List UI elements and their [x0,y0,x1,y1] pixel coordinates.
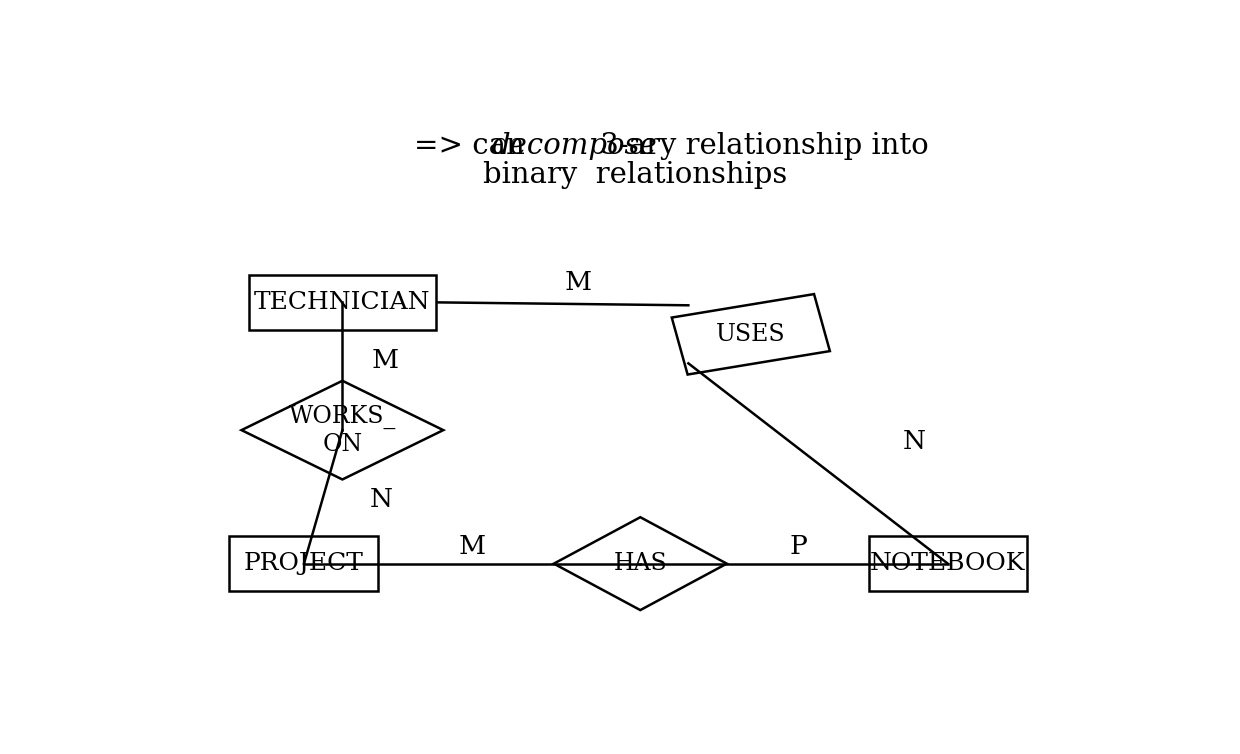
Text: N: N [903,429,926,454]
Text: decompose: decompose [492,132,657,160]
Text: TECHNICIAN: TECHNICIAN [254,291,430,314]
Text: binary  relationships: binary relationships [484,161,787,188]
Text: M: M [564,270,591,295]
Text: M: M [372,348,399,373]
Text: 3-ary relationship into: 3-ary relationship into [591,132,929,160]
Text: M: M [459,534,486,559]
Text: HAS: HAS [614,552,667,575]
Bar [249,274,436,330]
Text: WORKS_
ON: WORKS_ ON [289,405,396,455]
Text: P: P [790,534,807,559]
Text: PROJECT: PROJECT [244,552,363,575]
Text: USES: USES [715,323,786,346]
Bar [868,536,1027,591]
Bar [229,536,378,591]
Text: NOTEBOOK: NOTEBOOK [870,552,1025,575]
Text: N: N [370,487,392,512]
Text: => can: => can [414,132,534,160]
